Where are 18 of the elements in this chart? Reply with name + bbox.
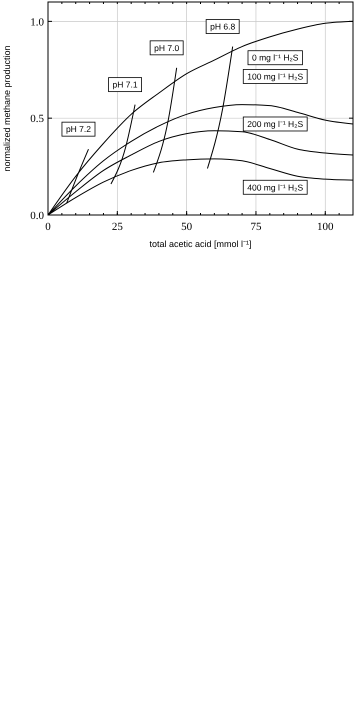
y-tick-label: 0.0: [30, 210, 44, 222]
y-axis-title: normalized methane production: [2, 45, 12, 172]
series-label: pH 7.2: [66, 124, 92, 134]
x-tick-label: 50: [181, 221, 193, 233]
y-tick-label: 1.0: [30, 16, 44, 28]
y-tick-label: 0.5: [30, 113, 44, 126]
x-tick-label: 75: [250, 221, 262, 233]
x-tick-label: 100: [317, 221, 334, 233]
x-axis-title: total acetic acid [mmol l⁻¹]: [149, 239, 252, 249]
series-label: 200 mg l⁻¹ H₂S: [247, 118, 304, 129]
text: 100 mg l⁻¹ H₂S: [247, 71, 304, 82]
series-label: pH 7.0: [154, 42, 180, 53]
x-tick-label: 0: [45, 221, 52, 233]
series-label: 0 mg l⁻¹ H₂S: [252, 52, 299, 63]
series-label: pH 6.8: [210, 22, 236, 32]
series-label: 400 mg l⁻¹ H₂S: [247, 182, 304, 192]
series-label: pH 7.1: [112, 80, 138, 90]
x-tick-label: 25: [112, 221, 124, 233]
